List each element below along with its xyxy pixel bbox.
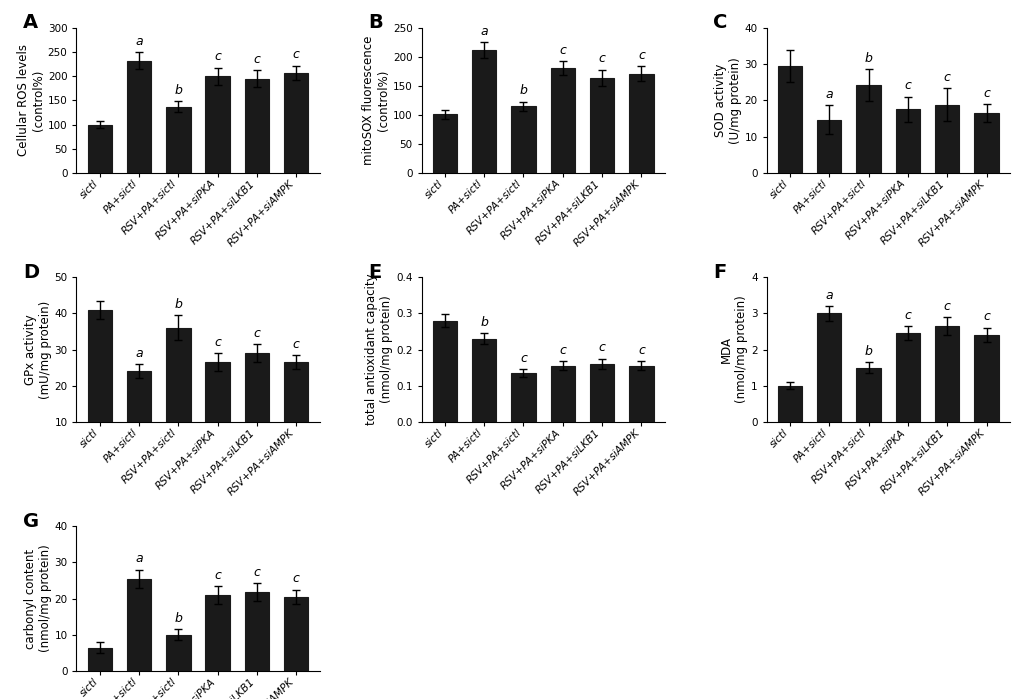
Text: b: b (519, 84, 527, 97)
Bar (934, 105, 959, 173)
Text: c: c (558, 344, 566, 357)
Bar (550, 366, 575, 422)
Bar (166, 107, 191, 173)
Text: c: c (292, 48, 300, 62)
Text: c: c (598, 52, 605, 65)
Bar (777, 386, 801, 422)
Bar (284, 597, 308, 671)
Text: c: c (904, 80, 911, 92)
Text: c: c (943, 71, 950, 84)
Y-axis label: total antioxidant capacity
(nmol/mg protein): total antioxidant capacity (nmol/mg prot… (365, 274, 393, 425)
Bar (511, 373, 535, 422)
Bar (629, 73, 653, 173)
Text: c: c (558, 43, 566, 57)
Text: b: b (864, 345, 871, 358)
Text: D: D (23, 263, 39, 282)
Bar (629, 366, 653, 422)
Text: b: b (864, 52, 871, 64)
Bar (245, 592, 269, 671)
Bar (88, 647, 112, 671)
Text: c: c (214, 568, 221, 582)
Text: c: c (214, 336, 221, 349)
Text: F: F (712, 263, 726, 282)
Bar (934, 326, 959, 422)
Text: c: c (982, 310, 989, 324)
Text: c: c (254, 565, 260, 579)
Text: a: a (136, 347, 143, 360)
Bar (126, 371, 151, 458)
Text: c: c (637, 344, 644, 357)
Text: c: c (214, 50, 221, 63)
Text: c: c (520, 352, 527, 365)
Bar (472, 50, 496, 173)
Bar (777, 66, 801, 173)
Bar (205, 76, 229, 173)
Bar (205, 595, 229, 671)
Bar (973, 113, 998, 173)
Text: c: c (982, 87, 989, 100)
Text: c: c (943, 300, 950, 312)
Bar (245, 353, 269, 458)
Bar (895, 333, 919, 422)
Bar (816, 313, 841, 422)
Text: c: c (254, 326, 260, 340)
Bar (88, 310, 112, 458)
Text: C: C (712, 13, 727, 32)
Bar (432, 114, 457, 173)
Text: b: b (480, 316, 488, 329)
Bar (126, 579, 151, 671)
Text: c: c (598, 341, 605, 354)
Y-axis label: Cellular ROS levels
(control%): Cellular ROS levels (control%) (17, 44, 45, 157)
Text: c: c (292, 338, 300, 351)
Bar (511, 106, 535, 173)
Bar (432, 321, 457, 422)
Y-axis label: MDA
(nmol/mg protein): MDA (nmol/mg protein) (719, 296, 748, 403)
Text: c: c (904, 309, 911, 322)
Bar (973, 335, 998, 422)
Bar (245, 79, 269, 173)
Text: c: c (254, 52, 260, 66)
Text: a: a (480, 24, 487, 38)
Y-axis label: mitoSOX fluorescence
(control%): mitoSOX fluorescence (control%) (362, 36, 389, 165)
Text: a: a (136, 35, 143, 48)
Y-axis label: carbonyl content
(nmol/mg protein): carbonyl content (nmol/mg protein) (23, 545, 52, 652)
Text: c: c (637, 49, 644, 62)
Bar (550, 68, 575, 173)
Text: E: E (368, 263, 381, 282)
Bar (816, 120, 841, 173)
Text: b: b (174, 612, 182, 625)
Y-axis label: SOD activity
(U/mg protein): SOD activity (U/mg protein) (713, 57, 741, 144)
Text: a: a (824, 88, 833, 101)
Text: G: G (23, 512, 39, 531)
Bar (856, 368, 880, 422)
Bar (589, 364, 613, 422)
Y-axis label: GPx activity
(mU/mg protein): GPx activity (mU/mg protein) (23, 301, 52, 398)
Bar (126, 61, 151, 173)
Bar (284, 73, 308, 173)
Text: b: b (174, 83, 182, 96)
Text: A: A (23, 13, 38, 32)
Bar (472, 338, 496, 422)
Bar (895, 110, 919, 173)
Text: B: B (368, 13, 382, 32)
Text: a: a (824, 289, 833, 302)
Bar (88, 124, 112, 173)
Bar (205, 362, 229, 458)
Text: b: b (174, 298, 182, 311)
Bar (589, 78, 613, 173)
Text: a: a (136, 552, 143, 565)
Bar (166, 328, 191, 458)
Bar (166, 635, 191, 671)
Bar (284, 362, 308, 458)
Text: c: c (292, 572, 300, 585)
Bar (856, 85, 880, 173)
